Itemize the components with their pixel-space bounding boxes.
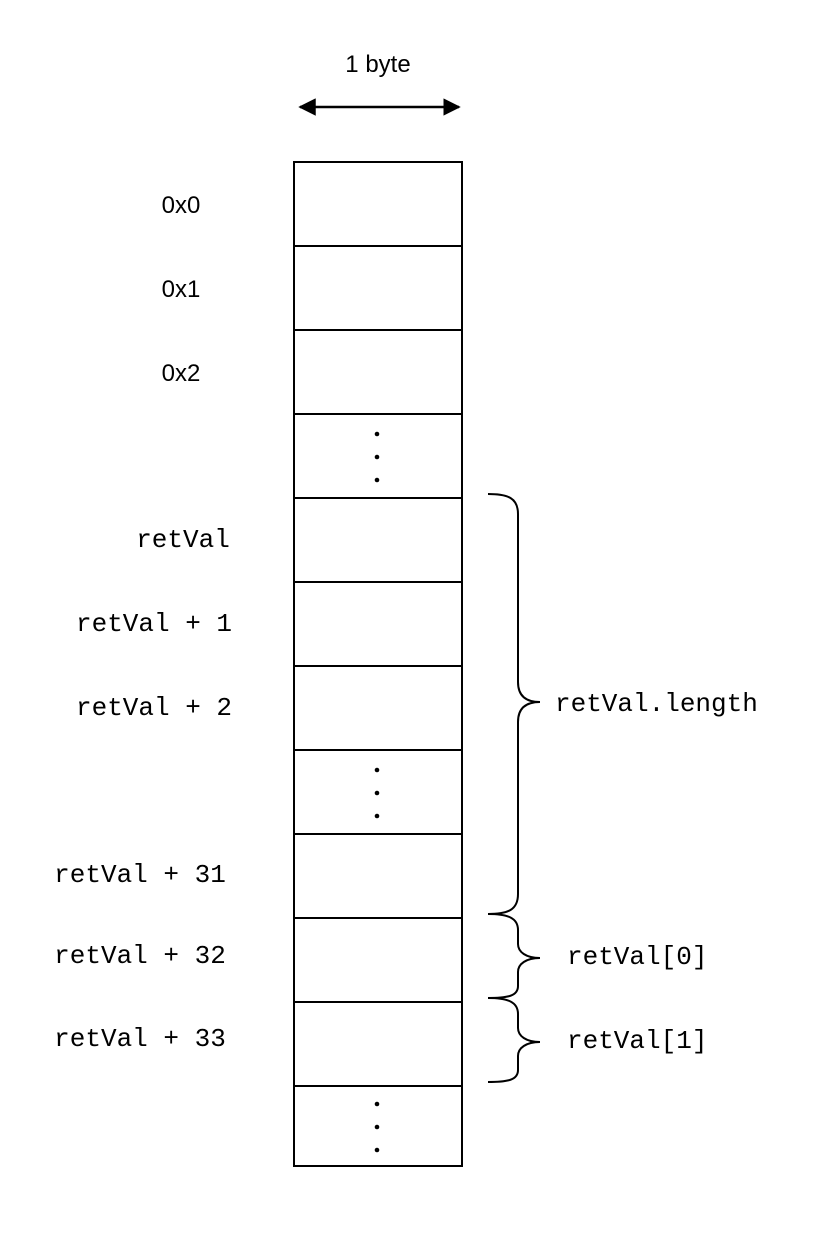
address-label: retVal + 1: [76, 609, 232, 639]
element0-annotation: retVal[0]: [567, 942, 707, 972]
address-label: 0x2: [162, 360, 201, 387]
address-label: 0x1: [162, 276, 201, 303]
memory-cell: [293, 833, 463, 919]
address-label: retVal: [136, 525, 230, 555]
memory-cell: [293, 665, 463, 751]
memory-cell: [293, 581, 463, 667]
length-brace: [487, 493, 541, 915]
address-label: retVal + 2: [76, 693, 232, 723]
address-label: retVal + 31: [54, 860, 226, 890]
element1-brace: [487, 997, 541, 1083]
memory-cell: [293, 1001, 463, 1087]
memory-cell: [293, 161, 463, 247]
vertical-ellipsis: [374, 431, 380, 483]
length-annotation: retVal.length: [555, 689, 758, 719]
memory-cell: [293, 917, 463, 1003]
element1-annotation: retVal[1]: [567, 1026, 707, 1056]
address-label: retVal + 32: [54, 941, 226, 971]
vertical-ellipsis: [374, 1101, 380, 1153]
memory-cell: [293, 245, 463, 331]
memory-cell: [293, 329, 463, 415]
vertical-ellipsis: [374, 767, 380, 819]
address-label: retVal + 33: [54, 1024, 226, 1054]
address-label: 0x0: [162, 192, 201, 219]
memory-column: [293, 161, 463, 1167]
element0-brace: [487, 913, 541, 999]
memory-cell: [293, 497, 463, 583]
byte-width-label: 1 byte: [345, 51, 410, 78]
